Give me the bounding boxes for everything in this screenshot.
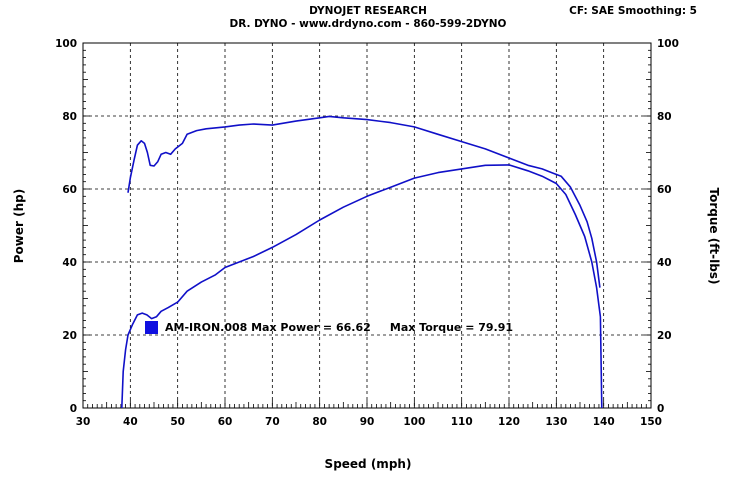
chart-subtitle: DR. DYNO - www.drdyno.com - 860-599-2DYN… [230,18,507,30]
x-tick-label: 100 [403,416,425,428]
y-left-tick-label: 60 [62,184,77,196]
x-tick-label: 60 [218,416,233,428]
x-tick-label: 120 [498,416,520,428]
x-tick-label: 30 [76,416,91,428]
power-curve [121,164,603,409]
x-tick-label: 90 [360,416,375,428]
y-left-tick-label: 80 [62,111,77,123]
y-axis-right-label: Torque (ft-lbs) [707,188,721,285]
legend-label: AM-IRON.008 Max Power = 66.62 Max Torque… [165,321,513,334]
x-tick-label: 80 [312,416,327,428]
x-tick-label: 70 [265,416,280,428]
y-right-tick-label: 0 [657,403,664,415]
torque-curve [127,115,601,288]
x-tick-label: 150 [640,416,662,428]
chart-title: DYNOJET RESEARCH [309,5,427,17]
y-left-tick-label: 40 [62,257,77,269]
y-left-tick-label: 0 [70,403,77,415]
y-right-tick-label: 60 [657,184,672,196]
x-tick-label: 50 [170,416,185,428]
grid [83,43,651,408]
legend-swatch [145,321,158,334]
y-axis-left-label: Power (hp) [12,189,26,263]
series-layer [121,115,603,409]
x-tick-label: 110 [451,416,473,428]
y-right-tick-label: 40 [657,257,672,269]
x-tick-label: 140 [593,416,615,428]
x-tick-label: 130 [545,416,567,428]
y-right-tick-label: 100 [657,38,679,50]
x-axis-label: Speed (mph) [325,457,412,471]
correction-info: CF: SAE Smoothing: 5 [569,5,697,17]
y-right-tick-label: 80 [657,111,672,123]
y-right-tick-label: 20 [657,330,672,342]
y-left-tick-label: 20 [62,330,77,342]
x-tick-label: 40 [123,416,138,428]
y-left-tick-label: 100 [55,38,77,50]
